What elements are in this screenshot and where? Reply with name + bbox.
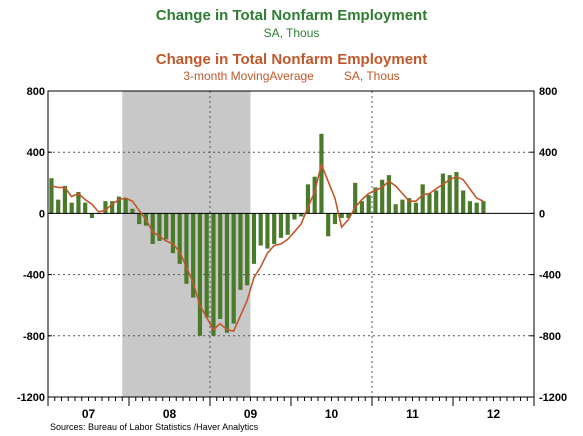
line-series-title: Change in Total Nonfarm Employment	[155, 51, 428, 68]
bar	[224, 213, 230, 333]
y-tick-label-right: 400	[539, 147, 557, 159]
bar	[170, 213, 176, 254]
bar	[305, 184, 311, 214]
bar	[258, 213, 263, 246]
bar	[359, 201, 365, 214]
bar	[447, 175, 452, 214]
bar	[49, 178, 54, 214]
y-tick-label-left: 800	[27, 86, 45, 98]
bar	[211, 213, 216, 336]
bar	[76, 191, 81, 214]
y-tick-label-left: 0	[39, 208, 45, 220]
bar	[89, 213, 95, 218]
y-tick-label-right: 800	[539, 86, 557, 98]
y-tick-label-right: -1200	[539, 392, 567, 404]
bar	[285, 213, 290, 235]
bar	[413, 202, 419, 214]
bar	[400, 199, 405, 214]
line-subtitle-method: 3-month MovingAverage	[183, 69, 314, 83]
y-tick-label-left: -400	[23, 270, 45, 282]
bar	[481, 201, 486, 214]
bar	[272, 213, 277, 244]
bar	[299, 213, 304, 217]
bar	[420, 184, 425, 214]
bar	[184, 213, 189, 284]
bar	[62, 185, 68, 214]
y-tick-label-left: -800	[23, 331, 45, 343]
bar	[251, 213, 257, 264]
bar	[123, 198, 128, 214]
bar	[326, 213, 331, 237]
bar	[461, 190, 466, 214]
bar	[454, 172, 459, 214]
source-note: Sources: Bureau of Labor Statistics /Hav…	[50, 422, 259, 432]
x-tick-label: 12	[487, 407, 501, 421]
bar	[319, 133, 324, 214]
x-tick-label: 09	[244, 407, 258, 421]
bar	[278, 213, 284, 238]
bar	[386, 175, 392, 214]
y-tick-label-right: -400	[539, 270, 561, 282]
x-tick-label: 10	[325, 407, 339, 421]
bar	[83, 202, 88, 214]
bar	[312, 176, 317, 214]
bar	[150, 213, 155, 244]
bars-series-title: Change in Total Nonfarm Employment	[155, 7, 428, 24]
bar	[110, 201, 115, 214]
bars-series-subtitle: SA, Thous	[263, 26, 320, 40]
bar	[332, 213, 338, 225]
bar	[238, 213, 243, 290]
bar	[130, 208, 135, 214]
bar	[474, 202, 479, 214]
bar	[204, 213, 209, 318]
bar	[218, 213, 223, 319]
bar	[339, 213, 344, 218]
bar	[353, 182, 358, 214]
bar	[103, 201, 108, 214]
bar	[393, 204, 398, 214]
bar	[434, 190, 439, 214]
bar	[245, 213, 250, 286]
bar	[191, 213, 196, 298]
x-tick-label: 07	[82, 407, 96, 421]
y-tick-label-right: 0	[539, 208, 545, 220]
y-tick-label-left: -1200	[17, 392, 45, 404]
bar	[292, 213, 297, 220]
bar	[265, 213, 270, 249]
bar	[366, 195, 371, 214]
bar	[177, 213, 182, 264]
bar	[346, 213, 351, 218]
bar	[157, 213, 162, 241]
y-tick-label-right: -800	[539, 331, 561, 343]
plot-frame	[47, 90, 535, 398]
bar	[231, 213, 236, 324]
bar	[373, 187, 378, 214]
bar	[69, 202, 74, 214]
bar	[380, 179, 385, 214]
bar	[427, 193, 432, 214]
bar	[116, 196, 122, 214]
x-tick-label: 08	[163, 407, 177, 421]
line-series-subtitle: 3-month MovingAverage SA, Thous	[0, 69, 583, 83]
line-subtitle-units: SA, Thous	[343, 69, 400, 83]
bar	[440, 173, 446, 214]
bar	[137, 213, 142, 225]
y-tick-label-left: 400	[27, 147, 45, 159]
bar	[197, 213, 203, 336]
bar	[56, 199, 61, 214]
moving-average-line	[51, 161, 484, 333]
bar	[467, 201, 473, 214]
bar	[407, 198, 412, 214]
bar	[164, 213, 169, 240]
x-tick-label: 11	[406, 407, 419, 421]
